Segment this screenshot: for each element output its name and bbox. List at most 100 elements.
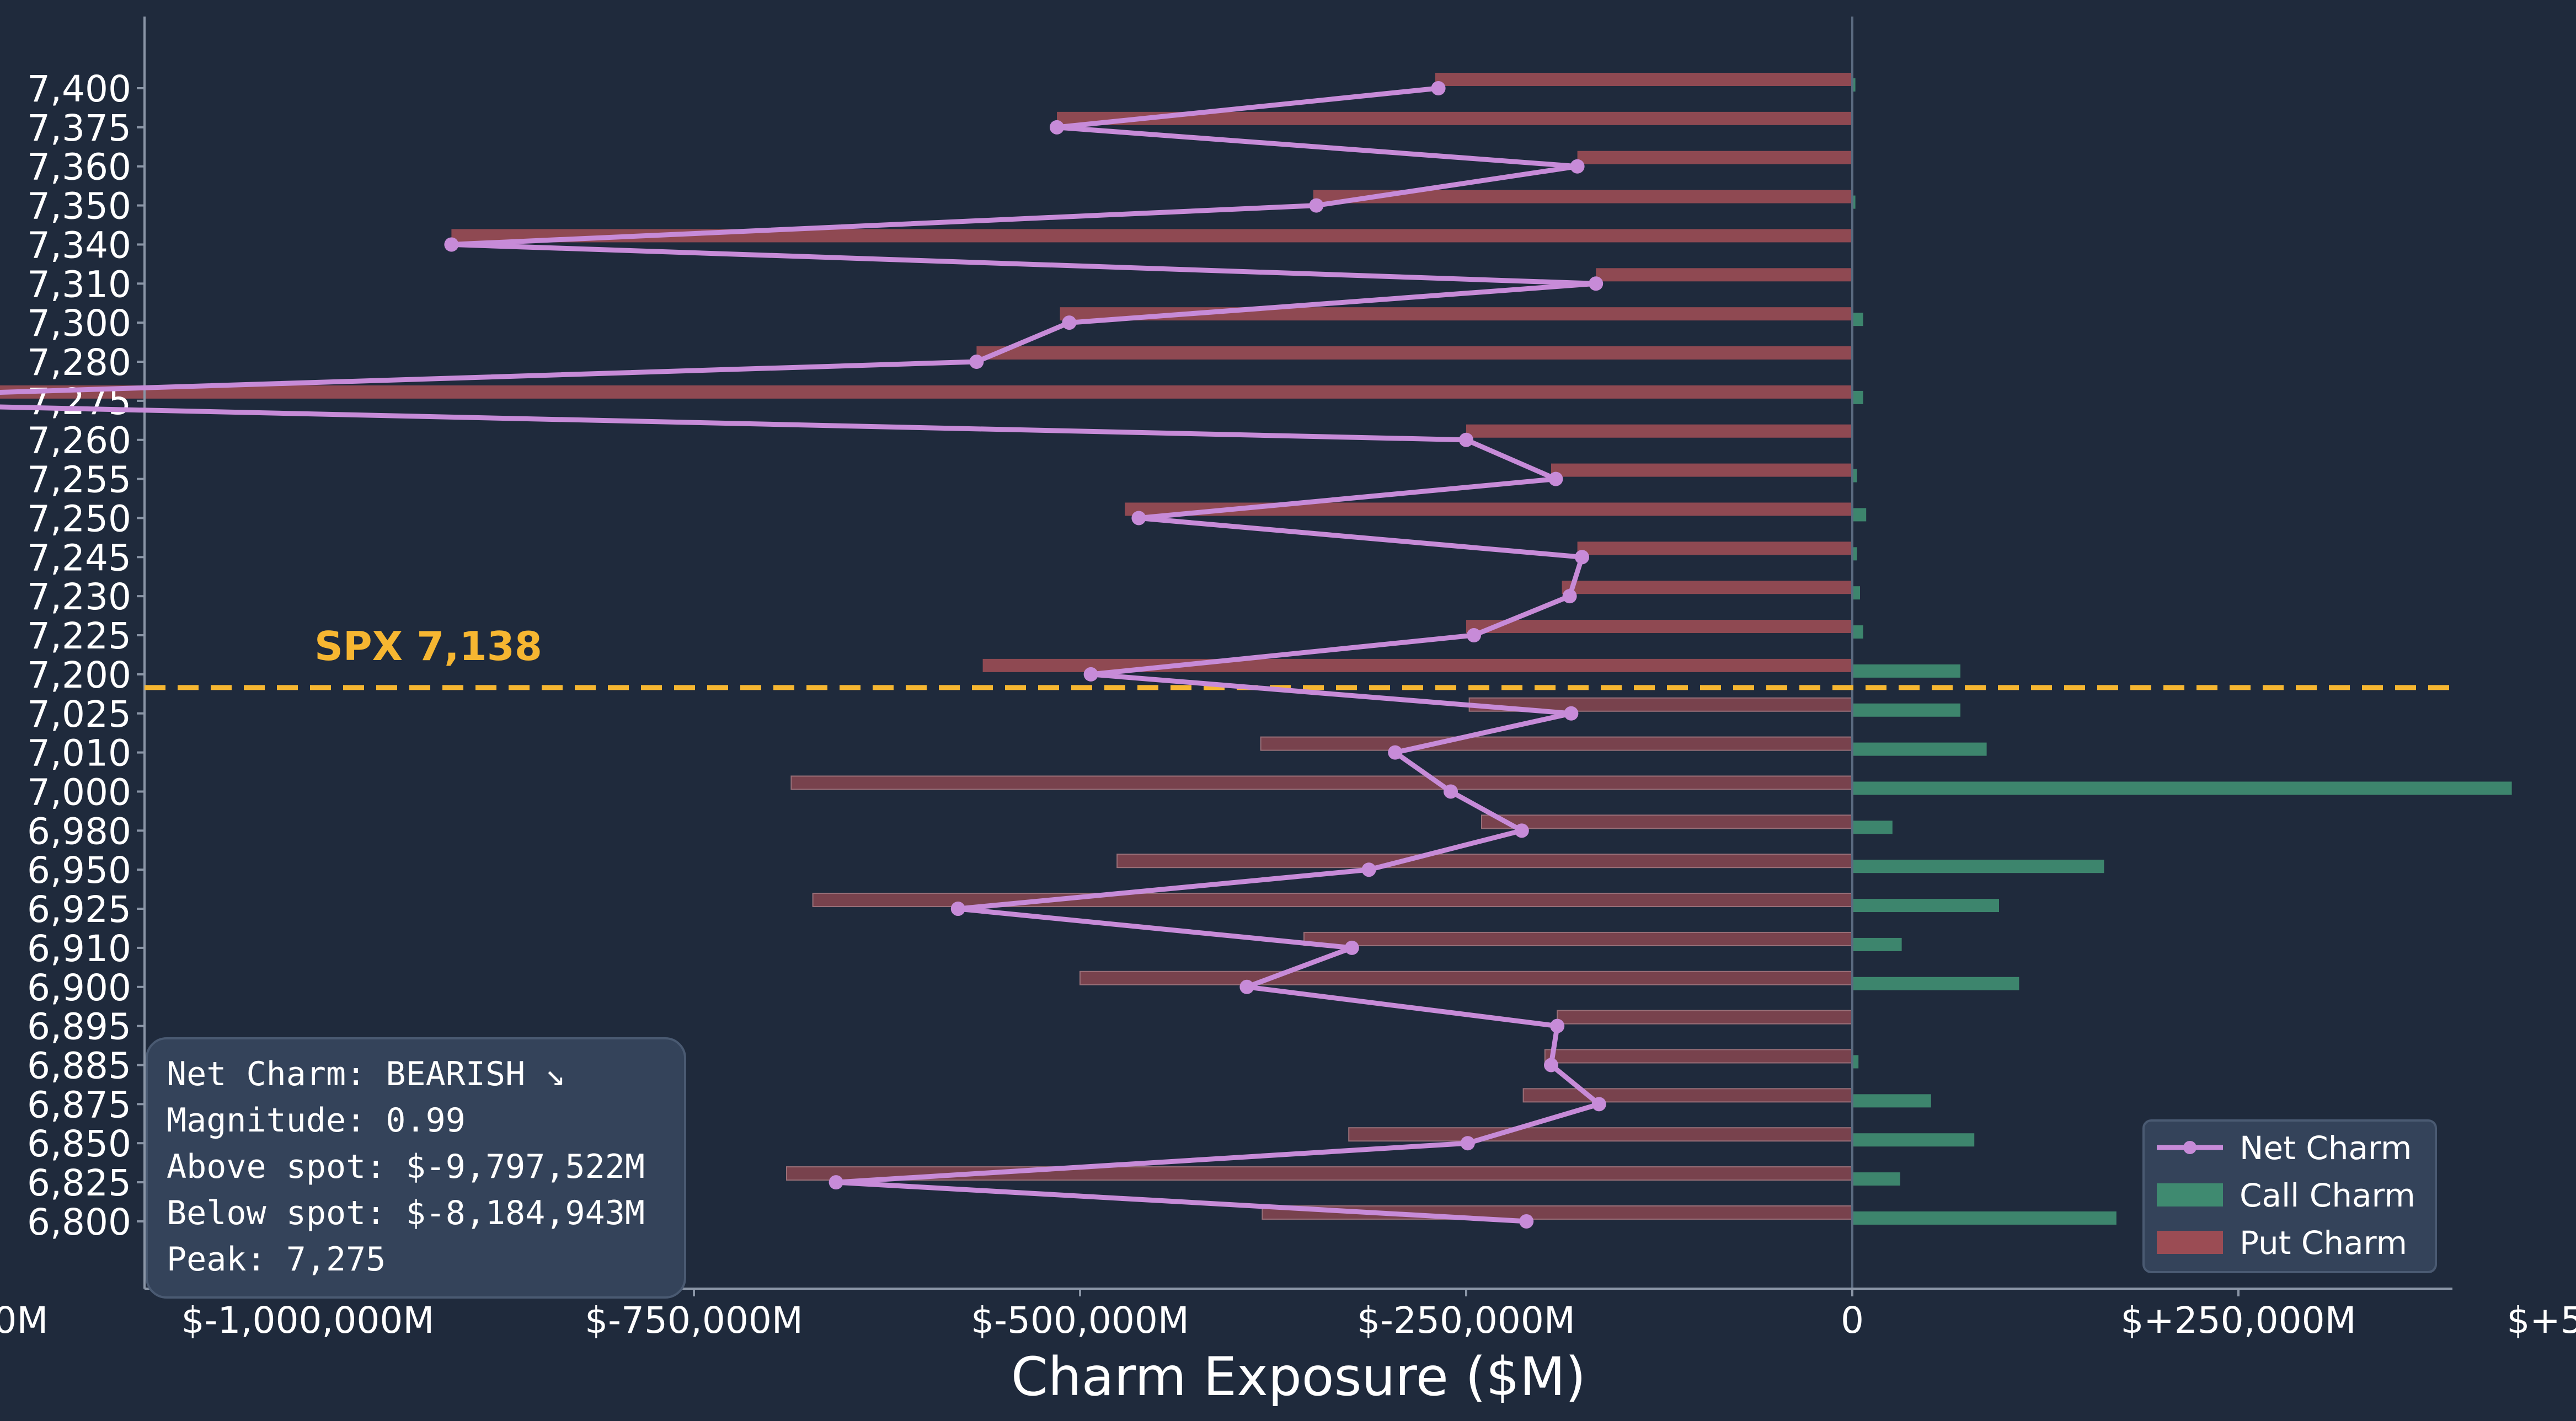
net-charm-point-6,885 — [1544, 1058, 1558, 1073]
net-charm-point-7,225 — [1467, 628, 1481, 643]
y-tick-label: 7,245 — [27, 537, 131, 579]
put-bar-6,885 — [1544, 1049, 1853, 1064]
y-tick-label: 6,950 — [27, 849, 131, 892]
net-charm-point-6,980 — [1514, 823, 1529, 838]
y-tick-label: 7,375 — [27, 107, 131, 149]
y-tick-label: 6,885 — [27, 1045, 131, 1087]
net-charm-point-7,025 — [1564, 706, 1579, 721]
y-tick-label: 7,340 — [27, 224, 131, 266]
legend-net-charm-marker — [2183, 1141, 2196, 1154]
y-tick-label: 7,250 — [27, 497, 131, 540]
call-bar-7,275 — [1852, 390, 1863, 404]
call-bar-7,400 — [1852, 78, 1856, 92]
y-tick-labels: 7,4007,3757,3607,3507,3407,3107,3007,280… — [27, 68, 145, 1243]
net-charm-point-7,010 — [1388, 745, 1403, 760]
info-box-background — [146, 1037, 686, 1299]
x-tick-label: $-1,250,000M — [0, 1299, 48, 1342]
y-tick-label: 7,010 — [27, 732, 131, 775]
info-line-below-spot: Below spot: $-8,184,943M — [167, 1194, 645, 1232]
y-tick-label: 7,300 — [27, 302, 131, 345]
x-axis-label: Charm Exposure ($M) — [1011, 1346, 1586, 1408]
net-charm-point-7,400 — [1431, 81, 1446, 95]
x-tick-label: $-250,000M — [1357, 1299, 1575, 1342]
call-bar-7,200 — [1852, 664, 1960, 678]
net-charm-point-7,375 — [1050, 120, 1064, 135]
call-bar-7,010 — [1852, 742, 1987, 756]
y-tick-label: 6,800 — [27, 1201, 131, 1243]
net-charm-point-7,255 — [1548, 471, 1563, 486]
call-bar-6,900 — [1852, 977, 2019, 990]
legend: Net Charm Call Charm Put Charm — [2142, 1119, 2437, 1273]
net-charm-point-7,360 — [1570, 159, 1585, 174]
net-charm-point-7,250 — [1131, 511, 1146, 525]
legend-call-charm-label: Call Charm — [2240, 1177, 2415, 1214]
put-bar-6,950 — [1116, 854, 1853, 868]
net-charm-point-7,260 — [1459, 432, 1473, 447]
legend-net-charm-label: Net Charm — [2240, 1129, 2412, 1167]
call-bar-6,800 — [1852, 1211, 2117, 1225]
put-bar-7,360 — [1577, 151, 1852, 164]
net-charm-point-7,310 — [1589, 276, 1604, 291]
call-bar-6,925 — [1852, 899, 1999, 913]
put-bar-7,000 — [790, 775, 1853, 790]
net-charm-point-7,245 — [1575, 550, 1589, 565]
info-line-magnitude: Magnitude: 0.99 — [167, 1101, 466, 1140]
legend-put-charm-swatch — [2157, 1231, 2223, 1254]
net-charm-point-7,300 — [1062, 315, 1077, 330]
x-tick-label: $+500,000M — [2506, 1299, 2576, 1342]
call-bar-6,875 — [1852, 1094, 1931, 1108]
net-charm-point-6,875 — [1591, 1097, 1606, 1112]
y-tick-label: 7,310 — [27, 263, 131, 305]
y-tick-label: 7,255 — [27, 459, 131, 501]
put-bar-7,280 — [976, 346, 1852, 360]
put-bar-6,875 — [1522, 1088, 1853, 1103]
put-bar-7,230 — [1562, 581, 1852, 594]
put-bar-6,980 — [1481, 814, 1853, 829]
put-bar-6,850 — [1348, 1127, 1853, 1142]
info-line-peak: Peak: 7,275 — [167, 1240, 386, 1279]
call-bar-7,225 — [1852, 625, 1863, 639]
y-tick-label: 7,280 — [27, 341, 131, 384]
net-charm-point-6,925 — [950, 902, 965, 916]
net-charm-point-6,895 — [1550, 1018, 1565, 1033]
put-bar-6,895 — [1557, 1010, 1853, 1025]
put-bar-7,225 — [1466, 620, 1852, 634]
net-charm-points — [444, 81, 1606, 1229]
call-bar-7,230 — [1852, 586, 1860, 600]
put-bar-6,900 — [1079, 970, 1853, 985]
x-tick-label: $-750,000M — [585, 1299, 803, 1342]
put-bar-7,245 — [1577, 541, 1852, 555]
y-tick-label: 7,000 — [27, 771, 131, 813]
net-charm-point-7,280 — [969, 355, 984, 369]
put-bar-7,025 — [1468, 697, 1853, 712]
info-line-above-spot: Above spot: $-9,797,522M — [167, 1147, 645, 1186]
y-tick-label: 6,895 — [27, 1006, 131, 1048]
y-tick-label: 6,850 — [27, 1123, 131, 1165]
x-tick-label: $+250,000M — [2120, 1299, 2356, 1342]
y-tick-label: 6,875 — [27, 1084, 131, 1126]
call-bar-7,250 — [1852, 508, 1867, 522]
net-charm-point-6,800 — [1519, 1214, 1534, 1229]
y-tick-label: 6,900 — [27, 967, 131, 1009]
y-tick-label: 6,925 — [27, 888, 131, 931]
put-bar-7,010 — [1260, 736, 1853, 751]
net-charm-point-7,340 — [444, 237, 459, 252]
x-tick-labels: $-1,250,000M $-1,000,000M $-750,000M $-500,… — [0, 1289, 2576, 1342]
net-charm-point-6,910 — [1344, 940, 1359, 955]
call-bar-7,000 — [1852, 781, 2512, 795]
net-charm-point-7,200 — [1083, 667, 1098, 682]
y-tick-label: 6,980 — [27, 810, 131, 852]
x-tick-label: 0 — [1841, 1299, 1864, 1342]
call-bar-6,885 — [1852, 1055, 1859, 1069]
legend-put-charm-label: Put Charm — [2240, 1224, 2407, 1262]
call-bar-7,025 — [1852, 703, 1960, 717]
net-charm-point-7,000 — [1444, 784, 1458, 799]
y-tick-label: 6,910 — [27, 927, 131, 970]
x-tick-label: $-1,000,000M — [181, 1299, 435, 1342]
put-bar-7,275 — [0, 385, 1853, 399]
legend-call-charm-swatch — [2157, 1183, 2223, 1206]
net-charm-point-6,850 — [1460, 1136, 1475, 1151]
put-bar-7,260 — [1466, 424, 1852, 438]
y-tick-label: 7,200 — [27, 654, 131, 696]
